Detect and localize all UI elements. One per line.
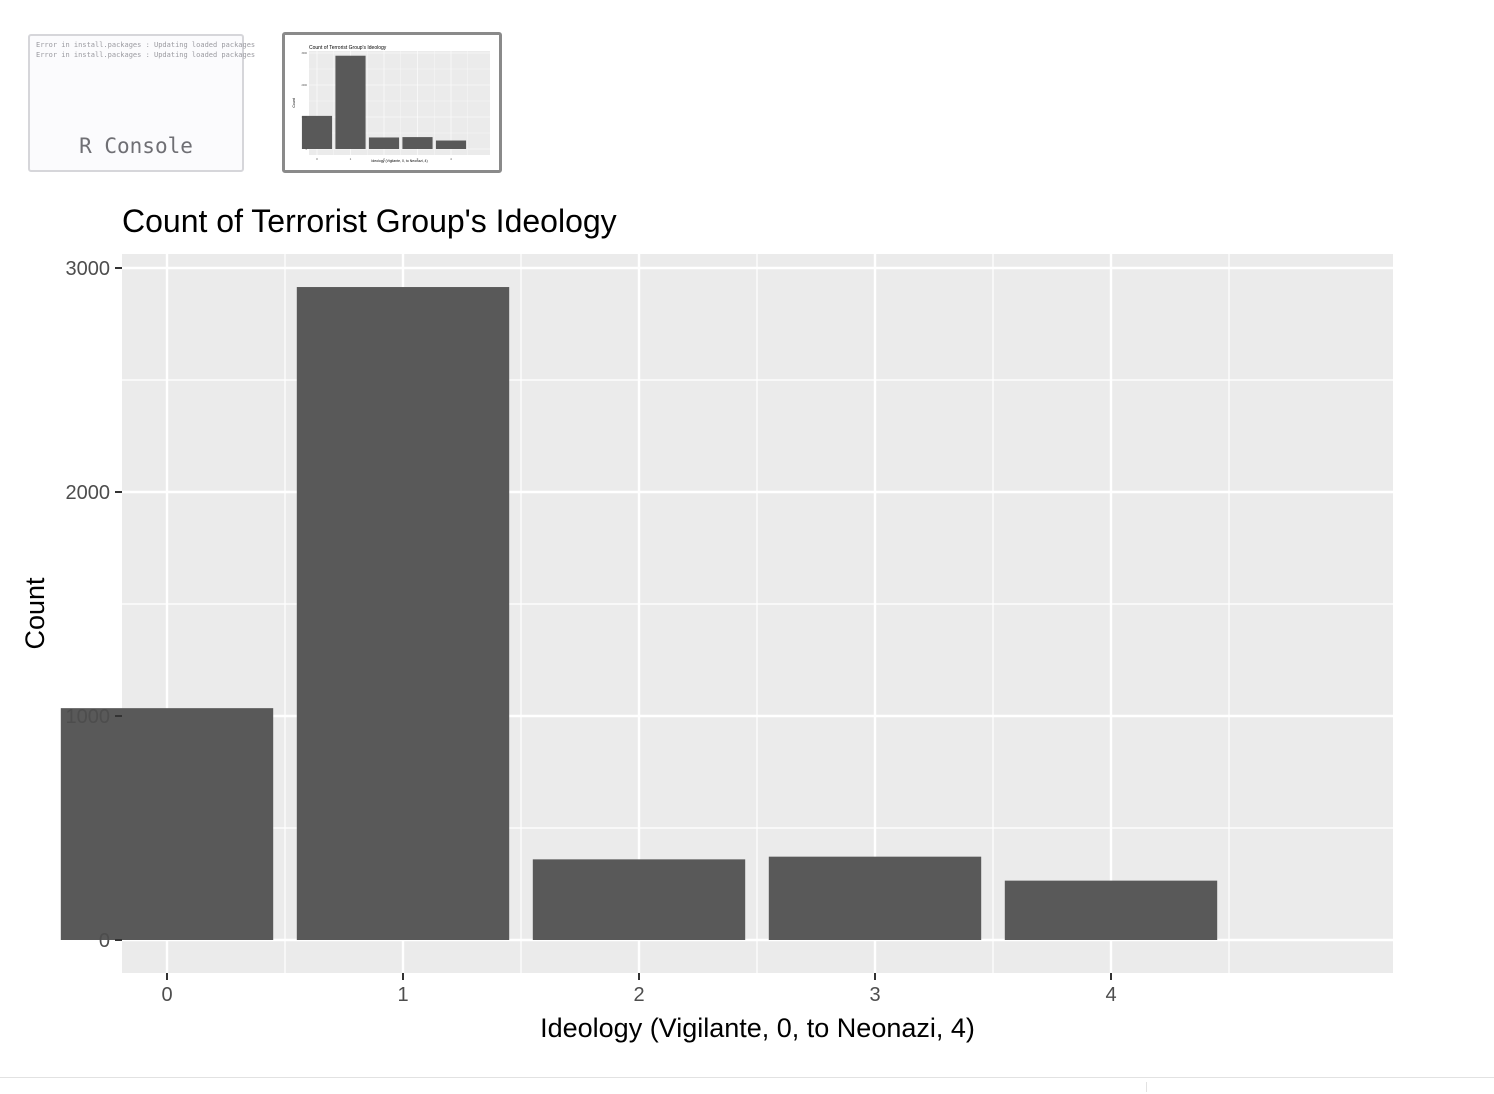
- thumbnail-x-tick-label: 0: [316, 157, 318, 161]
- x-tick-label: 2: [633, 984, 644, 1006]
- y-tick-label: 2000: [66, 482, 111, 504]
- chart-title: Count of Terrorist Group's Ideology: [122, 203, 617, 239]
- bar-4: [1004, 880, 1218, 940]
- x-axis-label: Ideology (Vigilante, 0, to Neonazi, 4): [540, 1013, 975, 1043]
- thumbnail-x-label: Ideology (Vigilante, 0, to Neonazi, 4): [371, 159, 427, 163]
- y-tick-label: 1000: [66, 706, 111, 728]
- thumbnail-title: Count of Terrorist Group's Ideology: [309, 45, 387, 51]
- thumbnail-y-tick-label: 2000: [301, 84, 307, 87]
- plot-thumbnail-image: Count of Terrorist Group's Ideology Ideol…: [292, 45, 490, 163]
- bar-1: [296, 287, 510, 940]
- console-label: R Console: [79, 134, 193, 158]
- bar-0: [60, 708, 274, 940]
- thumbnail-x-tick-label: 3: [417, 157, 419, 161]
- x-tick-label: 1: [397, 984, 408, 1006]
- divider: [0, 1077, 1494, 1078]
- y-axis-label: Count: [20, 577, 50, 650]
- bar-1: [335, 55, 366, 149]
- thumbnail-y-tick-label: 1000: [301, 116, 307, 119]
- thumbnail-y-tick-label: 0: [306, 148, 308, 151]
- bar-4: [435, 140, 467, 149]
- y-tick-label: 3000: [66, 258, 111, 280]
- console-error-line: Error in install.packages : Updating loa…: [36, 41, 256, 49]
- thumbnail-y-tick-label: 3000: [301, 52, 307, 55]
- r-console-thumbnail[interactable]: Error in install.packages : Updating loa…: [28, 34, 255, 172]
- thumbnail-x-tick-label: 2: [383, 157, 385, 161]
- x-tick-label: 3: [869, 984, 880, 1006]
- thumbnail-x-tick-label: 1: [350, 157, 352, 161]
- plot-thumbnail[interactable]: Count of Terrorist Group's Ideology Ideol…: [282, 32, 502, 173]
- bar-3: [768, 856, 982, 940]
- thumbnail-y-label: Count: [292, 98, 296, 107]
- y-tick-label: 0: [99, 930, 110, 952]
- bar-2: [532, 859, 746, 940]
- thumbnail-x-tick-label: 4: [450, 157, 452, 161]
- x-tick-label: 4: [1105, 984, 1116, 1006]
- bar-0: [301, 115, 333, 149]
- bar-3: [402, 137, 433, 149]
- console-error-line: Error in install.packages : Updating loa…: [36, 51, 256, 59]
- bar-2: [368, 137, 400, 149]
- divider-handle: [1146, 1082, 1147, 1092]
- x-tick-label: 0: [161, 984, 172, 1006]
